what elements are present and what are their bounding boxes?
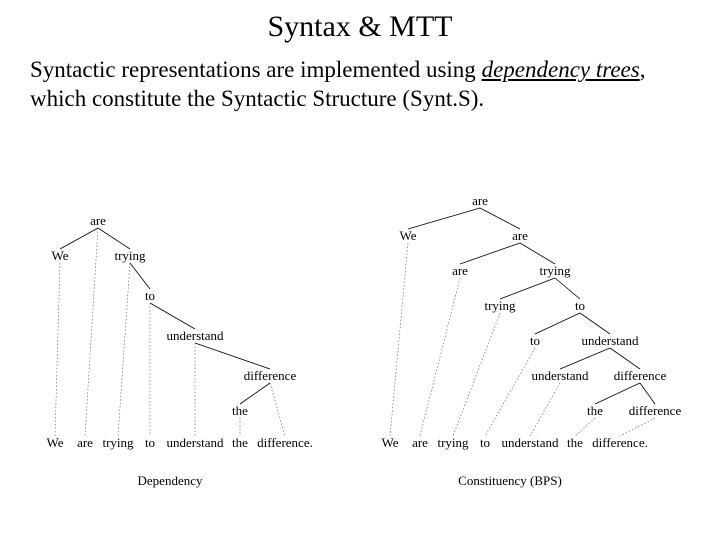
svg-text:trying: trying	[114, 248, 146, 263]
svg-text:difference: difference	[629, 403, 682, 418]
svg-text:the: the	[232, 403, 248, 418]
svg-text:understand: understand	[581, 333, 639, 348]
svg-text:trying: trying	[102, 435, 134, 450]
svg-text:understand: understand	[166, 328, 224, 343]
svg-text:to: to	[480, 435, 490, 450]
svg-text:trying: trying	[437, 435, 469, 450]
svg-text:trying: trying	[484, 298, 516, 313]
svg-text:to: to	[145, 435, 155, 450]
svg-text:to: to	[530, 333, 540, 348]
svg-text:Dependency: Dependency	[138, 473, 203, 488]
svg-text:We: We	[47, 435, 64, 450]
svg-text:are: are	[472, 193, 488, 208]
svg-text:to: to	[575, 298, 585, 313]
svg-text:the: the	[232, 435, 248, 450]
svg-text:difference: difference	[244, 368, 297, 383]
svg-text:Constituency (BPS): Constituency (BPS)	[458, 473, 562, 488]
svg-text:We: We	[400, 228, 417, 243]
svg-text:understand: understand	[531, 368, 589, 383]
trees-diagram: areWetryingtounderstanddifferencetheWear…	[0, 10, 720, 550]
svg-text:difference.: difference.	[592, 435, 648, 450]
svg-text:the: the	[567, 435, 583, 450]
svg-text:We: We	[382, 435, 399, 450]
svg-text:understand: understand	[501, 435, 559, 450]
svg-text:are: are	[452, 263, 468, 278]
svg-text:are: are	[412, 435, 428, 450]
svg-text:are: are	[77, 435, 93, 450]
svg-text:trying: trying	[539, 263, 571, 278]
svg-text:difference.: difference.	[257, 435, 313, 450]
svg-text:to: to	[145, 288, 155, 303]
svg-text:are: are	[90, 213, 106, 228]
svg-text:difference: difference	[614, 368, 667, 383]
svg-text:understand: understand	[166, 435, 224, 450]
svg-text:We: We	[52, 248, 69, 263]
svg-text:are: are	[512, 228, 528, 243]
svg-text:the: the	[587, 403, 603, 418]
